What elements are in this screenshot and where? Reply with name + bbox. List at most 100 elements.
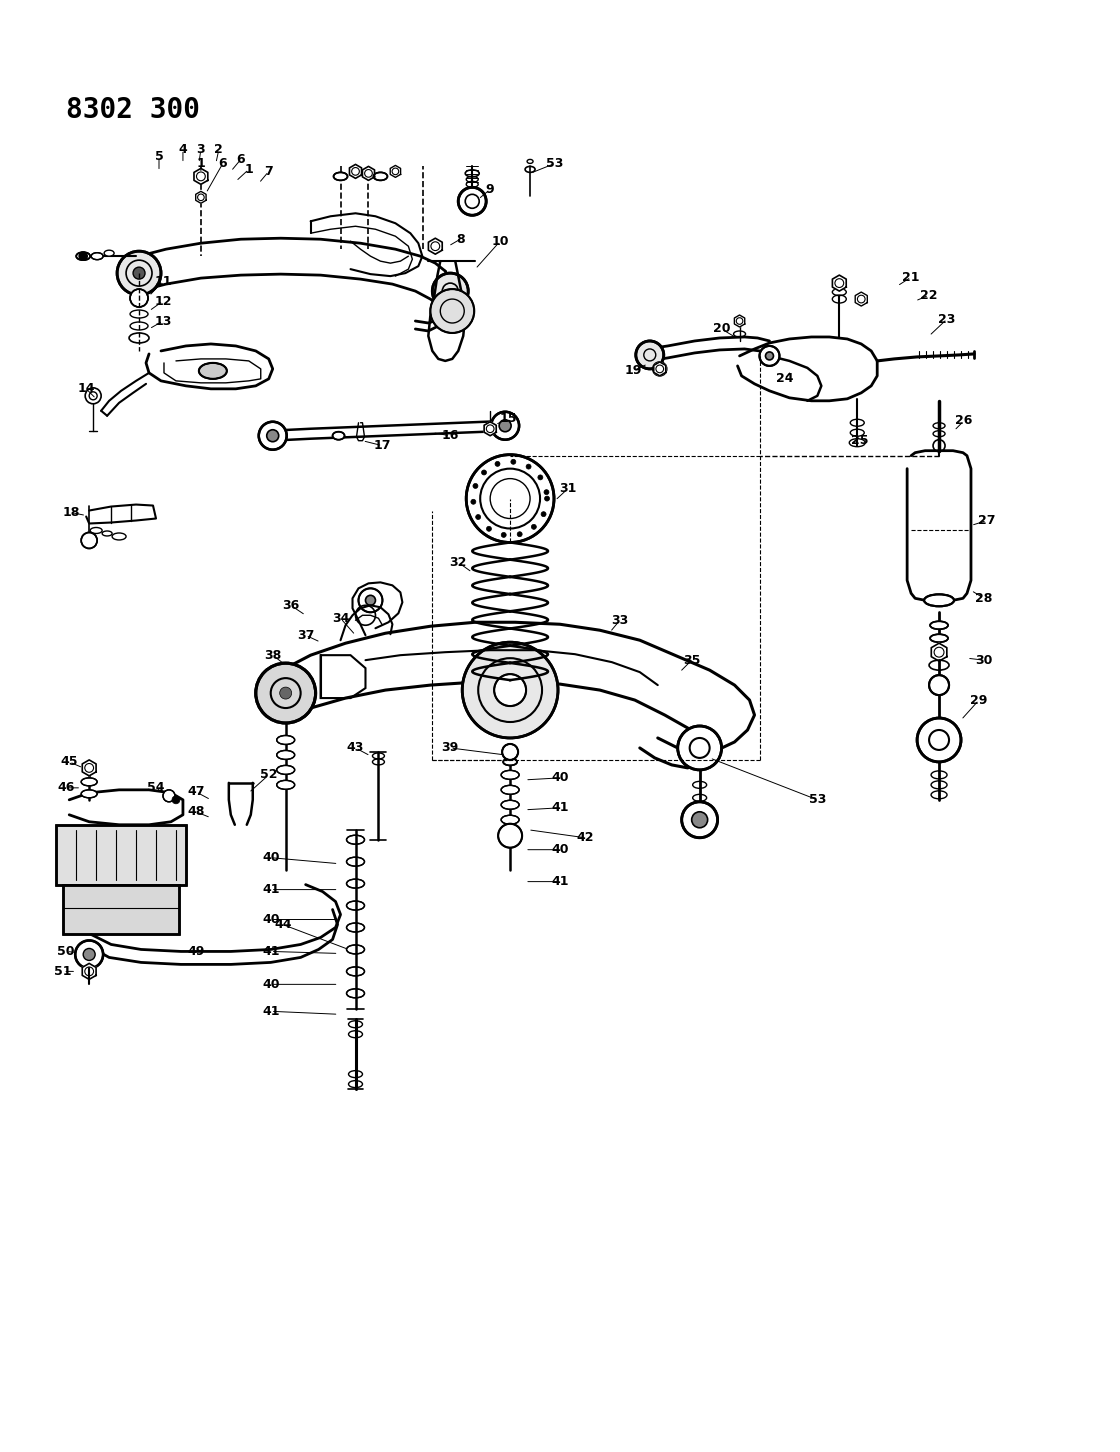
Circle shape	[118, 251, 161, 295]
Circle shape	[280, 687, 291, 698]
Text: 15: 15	[500, 412, 516, 425]
Text: 44: 44	[274, 918, 291, 931]
Text: 9: 9	[486, 183, 495, 196]
Circle shape	[511, 459, 516, 465]
Text: 40: 40	[262, 851, 280, 864]
Circle shape	[502, 533, 506, 537]
Circle shape	[255, 664, 316, 723]
Circle shape	[463, 642, 558, 738]
Circle shape	[544, 489, 549, 495]
Text: 19: 19	[624, 364, 642, 378]
Text: 40: 40	[262, 913, 280, 926]
Text: 23: 23	[939, 312, 955, 325]
Circle shape	[365, 595, 375, 605]
Ellipse shape	[346, 945, 364, 954]
Polygon shape	[735, 315, 745, 327]
Text: 25: 25	[850, 434, 868, 447]
Ellipse shape	[346, 878, 364, 889]
Ellipse shape	[501, 800, 519, 809]
Circle shape	[164, 790, 175, 802]
Text: 8: 8	[456, 232, 465, 245]
Circle shape	[470, 499, 476, 504]
Ellipse shape	[346, 923, 364, 932]
Text: 29: 29	[970, 694, 988, 707]
Polygon shape	[832, 274, 847, 290]
Circle shape	[495, 462, 500, 466]
Circle shape	[358, 588, 382, 613]
Text: 53: 53	[547, 157, 563, 170]
Ellipse shape	[501, 786, 519, 794]
Text: 48: 48	[187, 806, 205, 819]
Text: 52: 52	[260, 768, 278, 781]
Text: 36: 36	[282, 598, 299, 611]
Polygon shape	[932, 643, 946, 661]
Circle shape	[682, 802, 718, 838]
Text: 24: 24	[776, 372, 793, 385]
Circle shape	[430, 289, 474, 333]
Circle shape	[130, 289, 148, 306]
Circle shape	[538, 475, 543, 481]
Ellipse shape	[503, 758, 517, 765]
Circle shape	[259, 421, 287, 450]
Text: 22: 22	[921, 289, 937, 302]
Ellipse shape	[81, 778, 97, 786]
Circle shape	[486, 526, 492, 531]
Text: 5: 5	[155, 150, 164, 163]
Text: 43: 43	[347, 742, 364, 755]
Circle shape	[133, 267, 144, 279]
Text: 49: 49	[187, 945, 205, 958]
Text: 10: 10	[492, 235, 508, 248]
Ellipse shape	[930, 635, 948, 642]
Text: 21: 21	[903, 270, 920, 283]
Ellipse shape	[346, 857, 364, 867]
Ellipse shape	[346, 902, 364, 910]
Ellipse shape	[277, 736, 295, 745]
Circle shape	[473, 484, 478, 488]
Text: 47: 47	[187, 786, 205, 799]
Text: 3: 3	[197, 142, 205, 155]
Text: 40: 40	[262, 977, 280, 990]
Polygon shape	[82, 759, 96, 775]
Circle shape	[480, 652, 540, 711]
Text: 42: 42	[576, 831, 594, 844]
Polygon shape	[484, 421, 496, 436]
Ellipse shape	[277, 780, 295, 790]
Circle shape	[636, 341, 664, 369]
Circle shape	[476, 514, 480, 520]
Text: 46: 46	[57, 781, 75, 794]
Text: 1: 1	[244, 163, 253, 176]
Text: 4: 4	[178, 142, 187, 155]
Circle shape	[494, 674, 526, 706]
Text: 28: 28	[976, 592, 992, 605]
Text: 51: 51	[55, 966, 72, 977]
Polygon shape	[63, 884, 179, 935]
Circle shape	[531, 524, 536, 530]
Polygon shape	[196, 192, 206, 203]
Ellipse shape	[346, 989, 364, 998]
Text: 41: 41	[262, 1005, 280, 1018]
Polygon shape	[349, 164, 362, 179]
Text: 1: 1	[196, 157, 205, 170]
Circle shape	[759, 346, 780, 366]
Polygon shape	[82, 964, 96, 979]
Text: 31: 31	[559, 482, 577, 495]
Text: 12: 12	[155, 295, 171, 308]
Polygon shape	[390, 166, 401, 177]
Ellipse shape	[76, 253, 91, 260]
Ellipse shape	[333, 431, 345, 440]
Circle shape	[544, 497, 550, 501]
Polygon shape	[363, 167, 374, 180]
Ellipse shape	[346, 835, 364, 844]
Ellipse shape	[924, 594, 954, 607]
Text: 20: 20	[712, 322, 730, 335]
Text: 14: 14	[77, 382, 95, 395]
Text: 41: 41	[262, 945, 280, 958]
Text: 17: 17	[374, 439, 391, 452]
Text: 11: 11	[155, 274, 171, 287]
Circle shape	[81, 533, 97, 549]
Ellipse shape	[501, 771, 519, 780]
Ellipse shape	[81, 790, 97, 797]
Ellipse shape	[501, 815, 519, 825]
Polygon shape	[194, 168, 208, 184]
Ellipse shape	[199, 363, 227, 379]
